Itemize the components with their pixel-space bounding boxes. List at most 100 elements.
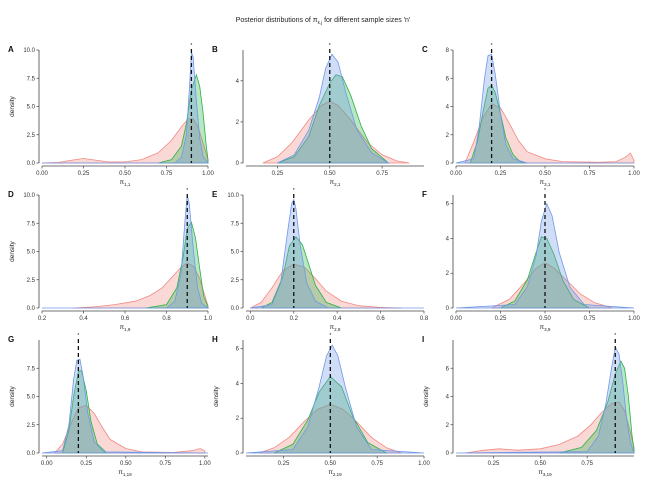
panel-i-x-tick-label: 0.75	[581, 461, 593, 467]
panel-a-y-tick-label: 0.0	[27, 161, 36, 167]
panel-d-x-label-symbol: π	[120, 324, 125, 331]
figure-title-prefix: Posterior distributions of	[236, 17, 313, 24]
panel-g: G * 0.00 0.25 0.50 0.75 1.00 0.0 2.5 5.0 7.5 π1,19 d…	[8, 333, 211, 477]
panel-i-y-tick-label: 2	[446, 423, 450, 429]
panel-e-x-label: π2,9	[330, 324, 341, 332]
panel-e-x-tick-label: 0.0	[246, 316, 255, 322]
panel-e-y-tick-label: 7.5	[231, 221, 240, 227]
panel-c-x-tick-label: 0.50	[539, 171, 551, 177]
panel-d-x-tick-label: 0.2	[38, 316, 47, 322]
figure-title-subscript: k,j	[318, 20, 323, 25]
panel-h-density-blue	[245, 344, 425, 454]
panel-i-y-tick-label: 6	[446, 366, 450, 372]
panel-d-letter: D	[8, 190, 14, 199]
panel-i-x-label-symbol: π	[538, 469, 543, 476]
panel-e-y-tick-label: 2.5	[231, 278, 240, 284]
panel-h-y-tick-label: 4	[236, 381, 240, 387]
panel-e-x-label-symbol: π	[330, 324, 335, 331]
panel-c-x-tick-label: 1.00	[628, 171, 640, 177]
panel-i-y-tick-label: 4	[446, 395, 450, 401]
panel-i-truth-marker: *	[614, 333, 616, 339]
panel-g-y-tick-label: 0.0	[27, 451, 36, 457]
panel-g-truth-marker: *	[77, 333, 79, 339]
panel-g-y-tick-label: 2.5	[27, 423, 36, 429]
panel-i-y-label: density	[423, 385, 430, 406]
panel-a-x-tick-label: 0.50	[119, 171, 131, 177]
panel-f-x-tick-label: 0.75	[584, 316, 596, 322]
panel-i-x-label: π3,19	[538, 469, 552, 477]
panel-f-x-label-symbol: π	[540, 324, 545, 331]
panel-g-x-label-symbol: π	[118, 469, 123, 476]
panel-f-truth-marker: *	[544, 188, 546, 194]
panel-i-y-tick-label: 0	[446, 451, 450, 457]
panel-h-x-tick-label: 0.25	[278, 461, 290, 467]
panel-d-y-label: density	[9, 240, 16, 261]
panel-g-x-label: π1,19	[118, 469, 132, 477]
panel-grid: A *0.00 0.25 0.50 0.75 1.000.02.55.07.510.0π1…	[8, 43, 640, 477]
panel-d-x-label-subscript: 1,9	[124, 327, 131, 332]
panel-a-y-tick-label: 5.0	[27, 105, 36, 111]
panel-d-truth-marker: *	[186, 188, 188, 194]
panel-e-y-tick-label: 10.0	[227, 193, 239, 199]
panel-h-x-tick-label: 1.00	[418, 461, 430, 467]
panel-a-density-red	[41, 118, 209, 164]
panel-f-density-blue	[455, 202, 635, 309]
panel-d-y-tick-label: 7.5	[27, 221, 36, 227]
panel-e-y-tick-label: 5.0	[231, 250, 240, 256]
panel-b: B * 0.25 0.50 0.75 0 2 4 π2,1	[212, 43, 424, 187]
panel-h-x-tick-label: 0.50	[324, 461, 336, 467]
panel-g-y-tick-label: 7.5	[27, 366, 36, 372]
panel-a-x-tick-label: 1.00	[202, 171, 214, 177]
panel-h-y-tick-label: 2	[236, 416, 240, 422]
panel-a-x-label-subscript: 1,1	[124, 182, 131, 187]
panel-b-density-red	[262, 100, 410, 164]
panel-e-x-label-subscript: 2,9	[334, 327, 341, 332]
panel-a-x-tick-label: 0.00	[36, 171, 48, 177]
panel-b-x-tick-label: 0.50	[324, 171, 336, 177]
panel-d: D * 0.2 0.4 0.6 0.8 1.0 0.0 2.5 5.0 7.5 10.0 π1,9 den…	[8, 188, 213, 332]
panel-f-x-tick-label: 1.00	[628, 316, 640, 322]
panel-e-density-red	[250, 263, 403, 309]
panel-g-y-label: density	[9, 385, 16, 406]
panel-h-y-tick-label: 0	[236, 451, 240, 457]
panel-f-y-tick-label: 6	[446, 202, 450, 208]
panel-d-y-tick-label: 5.0	[27, 250, 36, 256]
panel-h-letter: H	[212, 335, 218, 344]
panel-c-y-tick-label: 2	[446, 133, 450, 139]
panel-f-letter: F	[422, 190, 427, 199]
panel-g-x-tick-label: 0.25	[80, 461, 92, 467]
panel-i-x-tick-label: 0.50	[534, 461, 546, 467]
panel-h: H * 0.25 0.50 0.75 1.00 0 2 4 6 π2,19 density	[212, 333, 430, 477]
panel-b-y-tick-label: 0	[236, 161, 240, 167]
panel-c-x-tick-label: 0.75	[584, 171, 596, 177]
panel-b-x-tick-label: 0.25	[272, 171, 284, 177]
panel-d-x-tick-label: 0.4	[79, 316, 88, 322]
panel-a-x-tick-label: 0.25	[78, 171, 90, 177]
panel-a-y-tick-label: 7.5	[27, 76, 36, 82]
panel-b-y-tick-label: 4	[236, 79, 240, 85]
panel-a-y-label: density	[9, 95, 16, 116]
panel-g-x-tick-label: 0.75	[159, 461, 171, 467]
figure-title-suffix: for different sample sizes 'n'	[322, 17, 410, 24]
panel-c-y-tick-label: 6	[446, 76, 450, 82]
panel-c-density-green	[469, 84, 528, 164]
panel-e-letter: E	[212, 190, 218, 199]
panel-e-y-tick-label: 0.0	[231, 306, 240, 312]
panel-i-x-label-subscript: 3,19	[543, 472, 552, 477]
panel-e-x-tick-label: 0.4	[333, 316, 342, 322]
figure-title: Posterior distributions of πk,j for diff…	[236, 17, 411, 25]
panel-a-x-label-symbol: π	[120, 179, 125, 186]
panel-h-y-label: density	[213, 385, 220, 406]
panel-d-x-tick-label: 0.8	[162, 316, 171, 322]
panel-a-letter: A	[8, 45, 14, 54]
panel-g-letter: G	[8, 335, 14, 344]
panel-c-density-blue	[455, 53, 634, 164]
panel-e: E * 0.0 0.2 0.4 0.6 0.8 0.0 2.5 5.0 7.5 10.0 π2,9	[212, 188, 429, 332]
panel-f-x-tick-label: 0.50	[539, 316, 551, 322]
panel-g-x-tick-label: 0.00	[41, 461, 53, 467]
figure-title-symbol: π	[313, 17, 318, 24]
panel-b-letter: B	[212, 45, 218, 54]
panel-a-x-tick-label: 0.75	[161, 171, 173, 177]
panel-a-x-label: π1,1	[120, 179, 131, 187]
panel-h-x-label-subscript: 2,19	[333, 472, 342, 477]
